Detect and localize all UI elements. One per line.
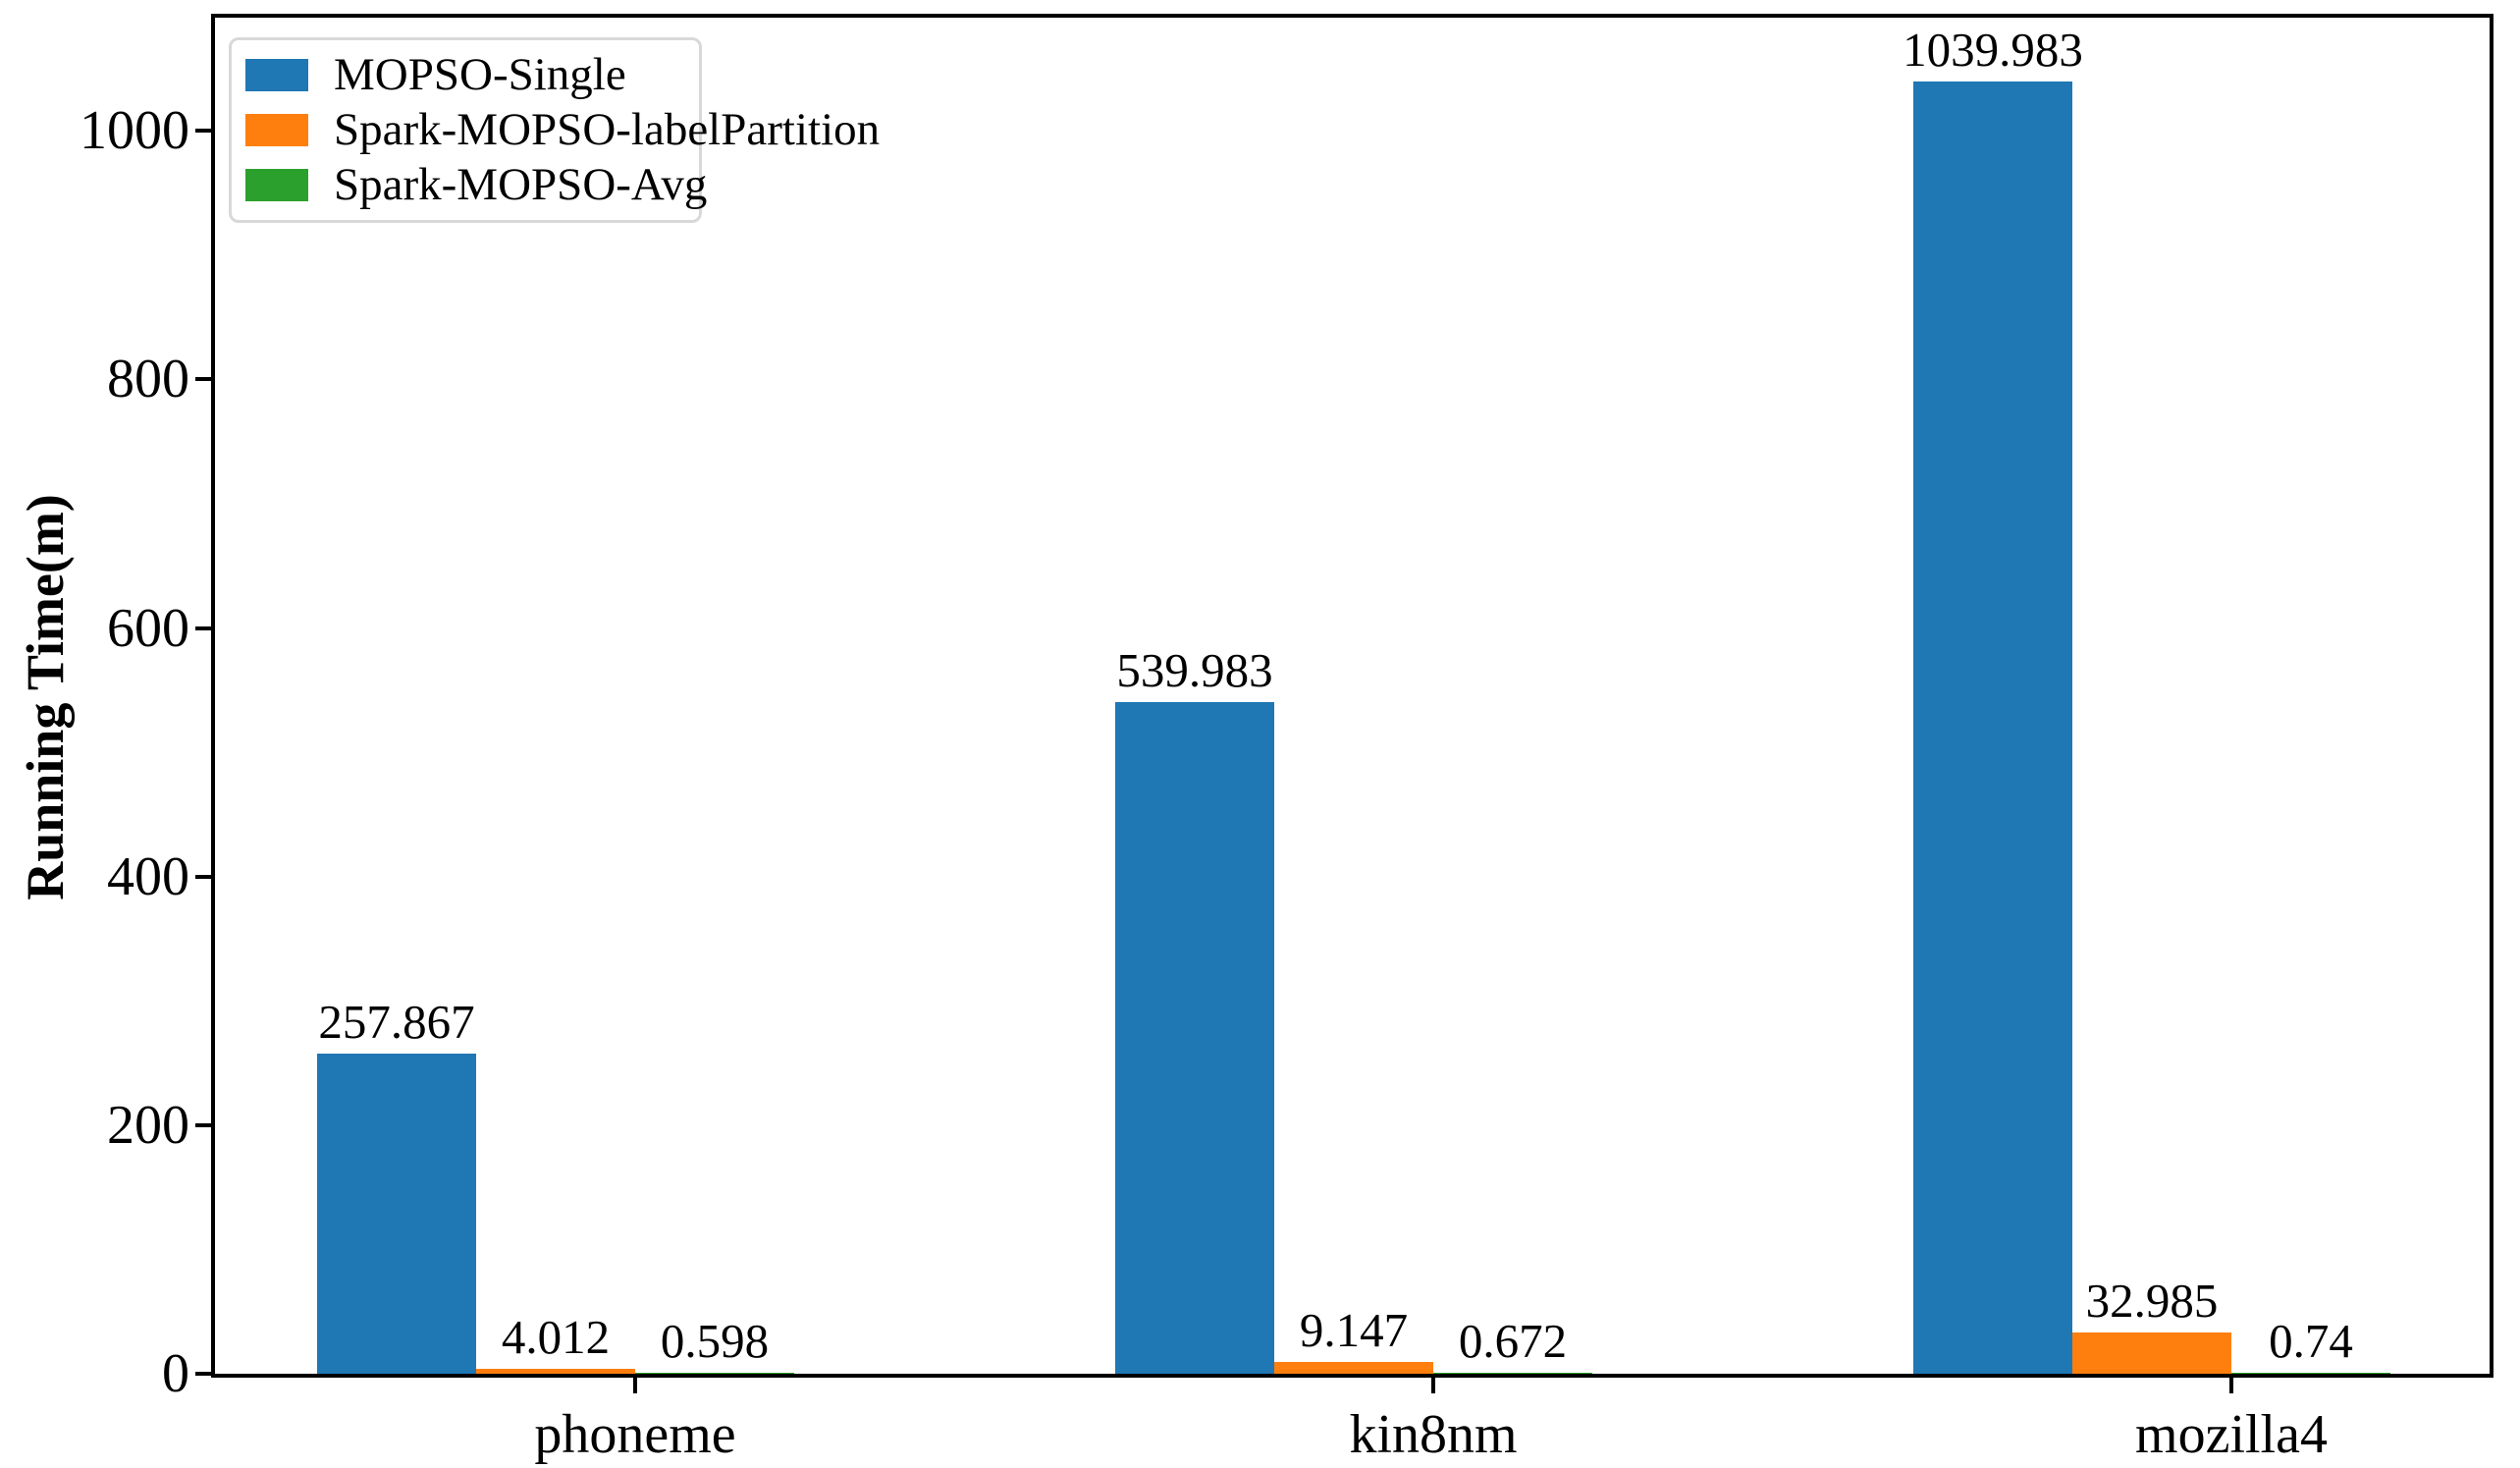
bar-Spark-MOPSO-labelPartition-phoneme xyxy=(476,1368,635,1374)
y-tick-mark xyxy=(195,1122,211,1127)
legend-swatch-spark-mopso-labelpartition xyxy=(245,114,308,146)
bar-MOPSO-Single-mozilla4 xyxy=(1913,81,2072,1374)
bar-Spark-MOPSO-Avg-mozilla4 xyxy=(2231,1373,2390,1374)
plot-area: 257.867 4.012 0.598 539.983 9.147 0.672 1039.9… xyxy=(211,14,2493,1378)
legend-item-mopso-single: MOPSO-Single xyxy=(232,48,699,101)
y-tick-label: 1000 xyxy=(80,100,189,162)
y-tick-label: 0 xyxy=(162,1343,189,1404)
y-tick-mark xyxy=(195,1372,211,1376)
value-label-Spark-MOPSO-Avg-kin8nm: 0.672 xyxy=(1458,1314,1568,1369)
x-tick-label: phoneme xyxy=(534,1404,736,1465)
x-tick-mark xyxy=(2229,1378,2233,1393)
legend-swatch-spark-mopso-avg xyxy=(245,169,308,202)
legend-item-spark-mopso-avg: Spark-MOPSO-Avg xyxy=(232,159,707,212)
x-tick-label: mozilla4 xyxy=(2135,1404,2328,1465)
bar-Spark-MOPSO-Avg-phoneme xyxy=(635,1373,794,1374)
y-tick-mark xyxy=(195,129,211,134)
y-tick-mark xyxy=(195,377,211,382)
value-label-MOPSO-Single-phoneme: 257.867 xyxy=(318,994,475,1049)
value-label-Spark-MOPSO-Avg-phoneme: 0.598 xyxy=(660,1314,770,1369)
y-tick-mark xyxy=(195,874,211,879)
legend: MOPSO-Single Spark-MOPSO-labelPartition … xyxy=(229,37,880,223)
y-tick-label: 800 xyxy=(107,349,189,410)
legend-item-spark-mopso-labelpartition: Spark-MOPSO-labelPartition xyxy=(232,104,880,157)
y-axis-label: Running Time(m) xyxy=(16,494,75,900)
value-label-Spark-MOPSO-labelPartition-mozilla4: 32.985 xyxy=(2085,1274,2219,1329)
x-tick-mark xyxy=(633,1378,637,1393)
bar-Spark-MOPSO-labelPartition-kin8nm xyxy=(1274,1362,1433,1374)
legend-label: Spark-MOPSO-labelPartition xyxy=(334,104,881,155)
y-tick-label: 200 xyxy=(107,1094,189,1156)
y-tick-label: 600 xyxy=(107,597,189,659)
bar-Spark-MOPSO-Avg-kin8nm xyxy=(1433,1373,1592,1374)
legend-swatch-mopso-single xyxy=(245,58,308,91)
legend-label: Spark-MOPSO-Avg xyxy=(334,159,708,211)
value-label-Spark-MOPSO-Avg-mozilla4: 0.74 xyxy=(2269,1314,2353,1369)
y-tick-mark xyxy=(195,625,211,630)
bar-MOPSO-Single-kin8nm xyxy=(1115,702,1274,1374)
y-tick-label: 400 xyxy=(107,845,189,907)
x-tick-mark xyxy=(1431,1378,1435,1393)
bar-MOPSO-Single-phoneme xyxy=(317,1053,476,1374)
value-label-MOPSO-Single-kin8nm: 539.983 xyxy=(1116,643,1273,698)
x-tick-label: kin8nm xyxy=(1349,1404,1518,1465)
bar-Spark-MOPSO-labelPartition-mozilla4 xyxy=(2072,1332,2231,1374)
value-label-MOPSO-Single-mozilla4: 1039.983 xyxy=(1903,22,2083,77)
legend-label: MOPSO-Single xyxy=(334,48,626,100)
value-label-Spark-MOPSO-labelPartition-kin8nm: 9.147 xyxy=(1299,1303,1409,1358)
value-label-Spark-MOPSO-labelPartition-phoneme: 4.012 xyxy=(501,1309,611,1364)
